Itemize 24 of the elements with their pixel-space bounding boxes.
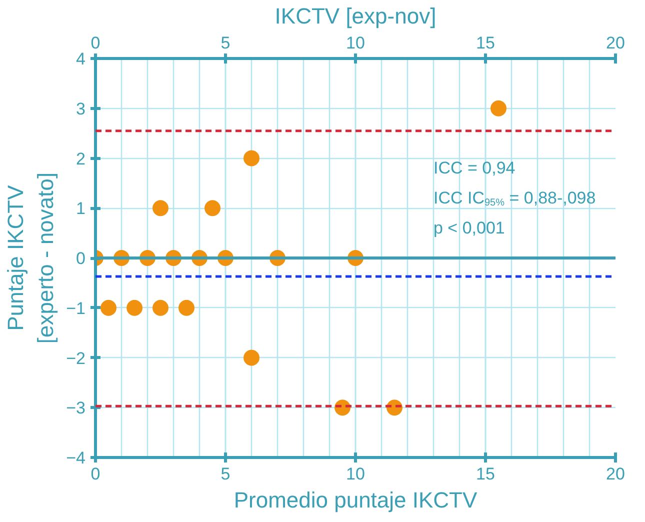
y-tick-label: −3 [66, 398, 86, 418]
x2-tick-label: 5 [220, 464, 230, 484]
x2-axis-title: IKCTV [exp-nov] [274, 4, 436, 28]
x-tick-label: 20 [606, 34, 625, 52]
x-tick-label: 15 [476, 34, 495, 52]
y-tick-label: −4 [66, 448, 86, 468]
y-tick-label: −2 [66, 348, 86, 368]
x2-tick-label: 10 [346, 464, 365, 484]
x2-tick-label: 0 [90, 464, 100, 484]
y-axis-title: Puntaje IKCTV [experto - novato] [3, 172, 58, 344]
y-tick-label: 1 [76, 199, 86, 218]
x-tick-label: 5 [220, 34, 230, 52]
x-tick-label: 10 [346, 34, 365, 52]
y-tick-label: 3 [76, 99, 86, 118]
x-tick-label: 0 [90, 34, 100, 52]
x2-tick-label: 15 [476, 464, 495, 484]
y-tick-label: 2 [76, 149, 86, 168]
x-axis-title: Promedio puntaje IKCTV [234, 488, 478, 512]
x2-tick-label: 20 [606, 464, 625, 484]
y-tick-label: −1 [66, 298, 86, 318]
y-tick-label: 0 [76, 249, 86, 268]
y-tick-label: 4 [76, 50, 86, 68]
annotation: ICC = 0,94 [434, 158, 516, 178]
annotation: p < 0,001 [434, 218, 505, 238]
